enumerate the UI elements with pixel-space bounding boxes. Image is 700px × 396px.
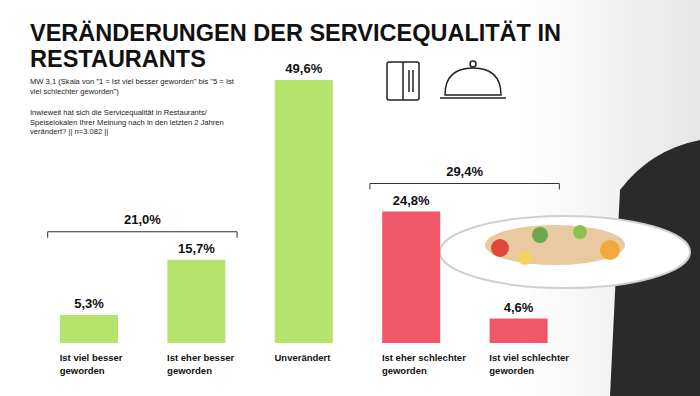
svg-text:21,0%: 21,0% xyxy=(124,212,161,227)
svg-text:Ist eher bessergeworden: Ist eher bessergeworden xyxy=(167,352,234,376)
svg-text:Ist eher schlechtergeworden: Ist eher schlechtergeworden xyxy=(382,352,466,376)
svg-text:4,6%: 4,6% xyxy=(504,300,534,315)
svg-text:Unverändert: Unverändert xyxy=(275,352,332,363)
svg-text:Ist viel bessergeworden: Ist viel bessergeworden xyxy=(60,352,123,376)
svg-text:24,8%: 24,8% xyxy=(393,193,430,208)
svg-text:15,7%: 15,7% xyxy=(178,241,215,256)
svg-text:49,6%: 49,6% xyxy=(285,61,322,76)
svg-text:5,3%: 5,3% xyxy=(74,296,104,311)
svg-text:Ist viel schlechtergeworden: Ist viel schlechtergeworden xyxy=(489,352,569,376)
svg-text:29,4%: 29,4% xyxy=(446,164,483,179)
